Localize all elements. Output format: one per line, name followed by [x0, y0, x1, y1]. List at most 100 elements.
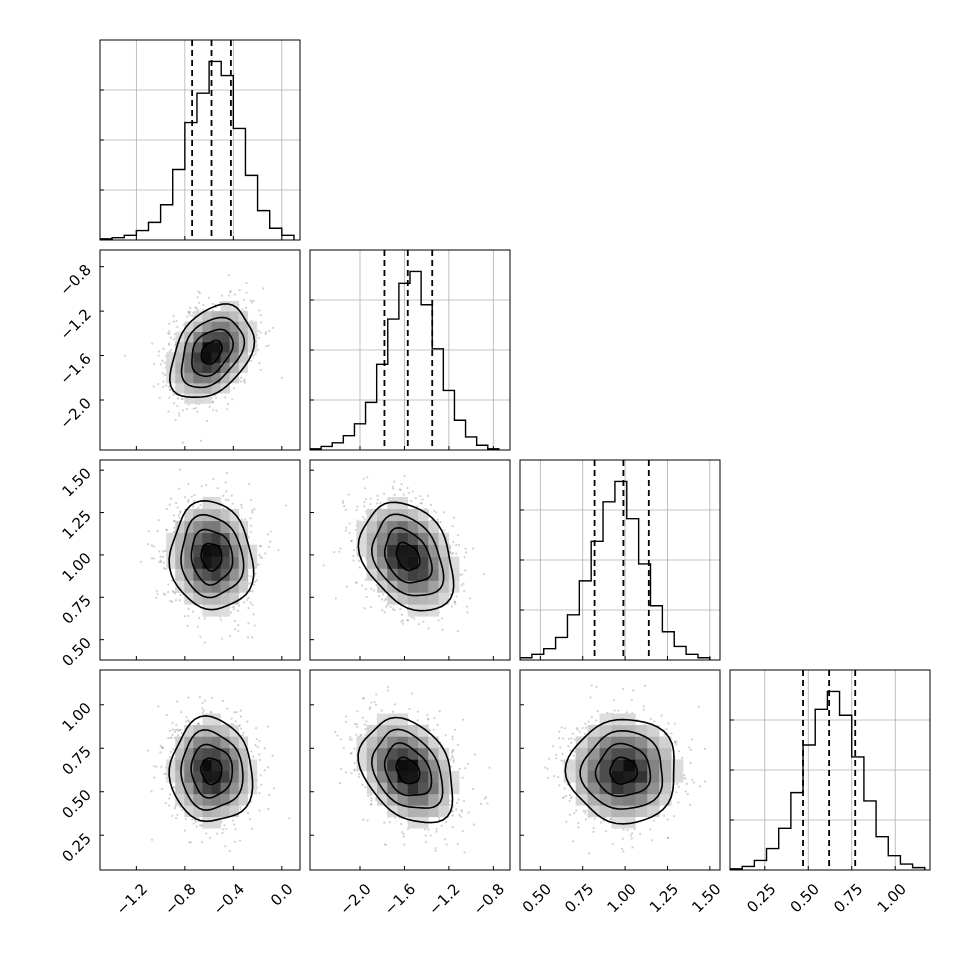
density-cell [659, 747, 672, 760]
density-cell [418, 805, 429, 818]
sample-point [239, 808, 242, 811]
density-cell [220, 724, 230, 737]
sample-point [176, 397, 180, 400]
density-cell [428, 580, 439, 593]
density-cell [387, 759, 398, 772]
sample-point [201, 701, 204, 705]
density-cell [376, 532, 388, 545]
sample-point [233, 628, 237, 631]
sample-point [163, 593, 167, 596]
density-cell [211, 568, 221, 581]
sample-point [649, 717, 652, 720]
density-cell [220, 544, 230, 557]
density-cell [387, 770, 398, 783]
sample-point [463, 851, 466, 854]
density-cell [647, 793, 660, 806]
density-cell [623, 736, 636, 749]
sample-point [685, 782, 688, 785]
sample-point [663, 733, 666, 736]
sample-point [227, 274, 231, 277]
sample-point [266, 533, 270, 536]
sample-point [443, 529, 446, 532]
sample-point [199, 824, 202, 827]
sample-point [363, 607, 366, 610]
sample-point [561, 797, 564, 800]
sample-point [354, 581, 357, 584]
density-cell [193, 580, 203, 593]
sample-point [322, 564, 325, 567]
density-cell [438, 580, 450, 593]
sample-point [406, 618, 409, 622]
sample-point [174, 418, 177, 421]
x-tick-label-2-1: 0.75 [561, 880, 597, 916]
sample-point [255, 737, 259, 741]
sample-point [547, 757, 551, 760]
sample-point [188, 841, 191, 844]
density-cell [238, 532, 249, 545]
sample-point [239, 709, 242, 712]
sample-point [642, 705, 645, 708]
sample-point [179, 510, 182, 513]
sample-point [241, 734, 244, 737]
sample-point [569, 797, 573, 800]
sample-point [677, 750, 681, 753]
sample-point [352, 559, 355, 562]
density-cell [428, 759, 439, 772]
sample-point [350, 752, 353, 755]
sample-point [180, 711, 183, 714]
sample-point [180, 731, 184, 735]
sample-point [227, 499, 230, 502]
sample-point [187, 720, 191, 723]
sample-point [344, 529, 347, 532]
x-tick-label-1-2: −1.2 [425, 880, 463, 918]
sample-point [176, 700, 179, 703]
density-cell [193, 805, 203, 818]
sample-point [622, 850, 625, 853]
sample-point [558, 730, 561, 733]
density-cell [418, 568, 429, 581]
sample-point [223, 824, 226, 827]
sample-point [172, 314, 175, 317]
sample-point [147, 749, 150, 752]
histogram-panel-1 [309, 249, 511, 451]
density-cell [175, 352, 185, 363]
density-cell [635, 724, 648, 737]
sample-point [228, 849, 231, 853]
sample-point [185, 407, 189, 411]
sample-point [246, 720, 249, 723]
sample-point [464, 569, 467, 572]
sample-point [175, 723, 178, 726]
sample-point [271, 326, 274, 329]
sample-point [151, 342, 154, 345]
sample-point [456, 534, 459, 537]
density-cell [611, 759, 624, 772]
contour-level-3 [168, 303, 256, 398]
sample-point [247, 607, 250, 610]
density-cell [175, 372, 185, 384]
sample-point [164, 802, 167, 805]
density-cell [563, 770, 576, 783]
sample-point [236, 609, 239, 612]
panel-content [334, 685, 491, 854]
sample-point [363, 505, 366, 508]
sample-point [249, 299, 252, 302]
sample-point [191, 818, 194, 821]
density-cell [220, 311, 230, 322]
sample-point [205, 483, 208, 487]
sample-point [698, 785, 702, 788]
density-cell [193, 341, 203, 353]
sample-point [631, 846, 634, 849]
sample-point [158, 560, 161, 563]
sample-point [408, 491, 411, 494]
density-cell [211, 341, 221, 353]
density-cell [229, 532, 240, 545]
sample-point [262, 287, 265, 290]
density-cell [247, 759, 258, 772]
sample-point [611, 842, 614, 846]
sample-point [199, 635, 202, 638]
sample-point [334, 597, 338, 600]
density-cell [428, 556, 439, 569]
density-cell [418, 747, 429, 760]
sample-point [592, 830, 595, 833]
sample-point [253, 507, 256, 511]
